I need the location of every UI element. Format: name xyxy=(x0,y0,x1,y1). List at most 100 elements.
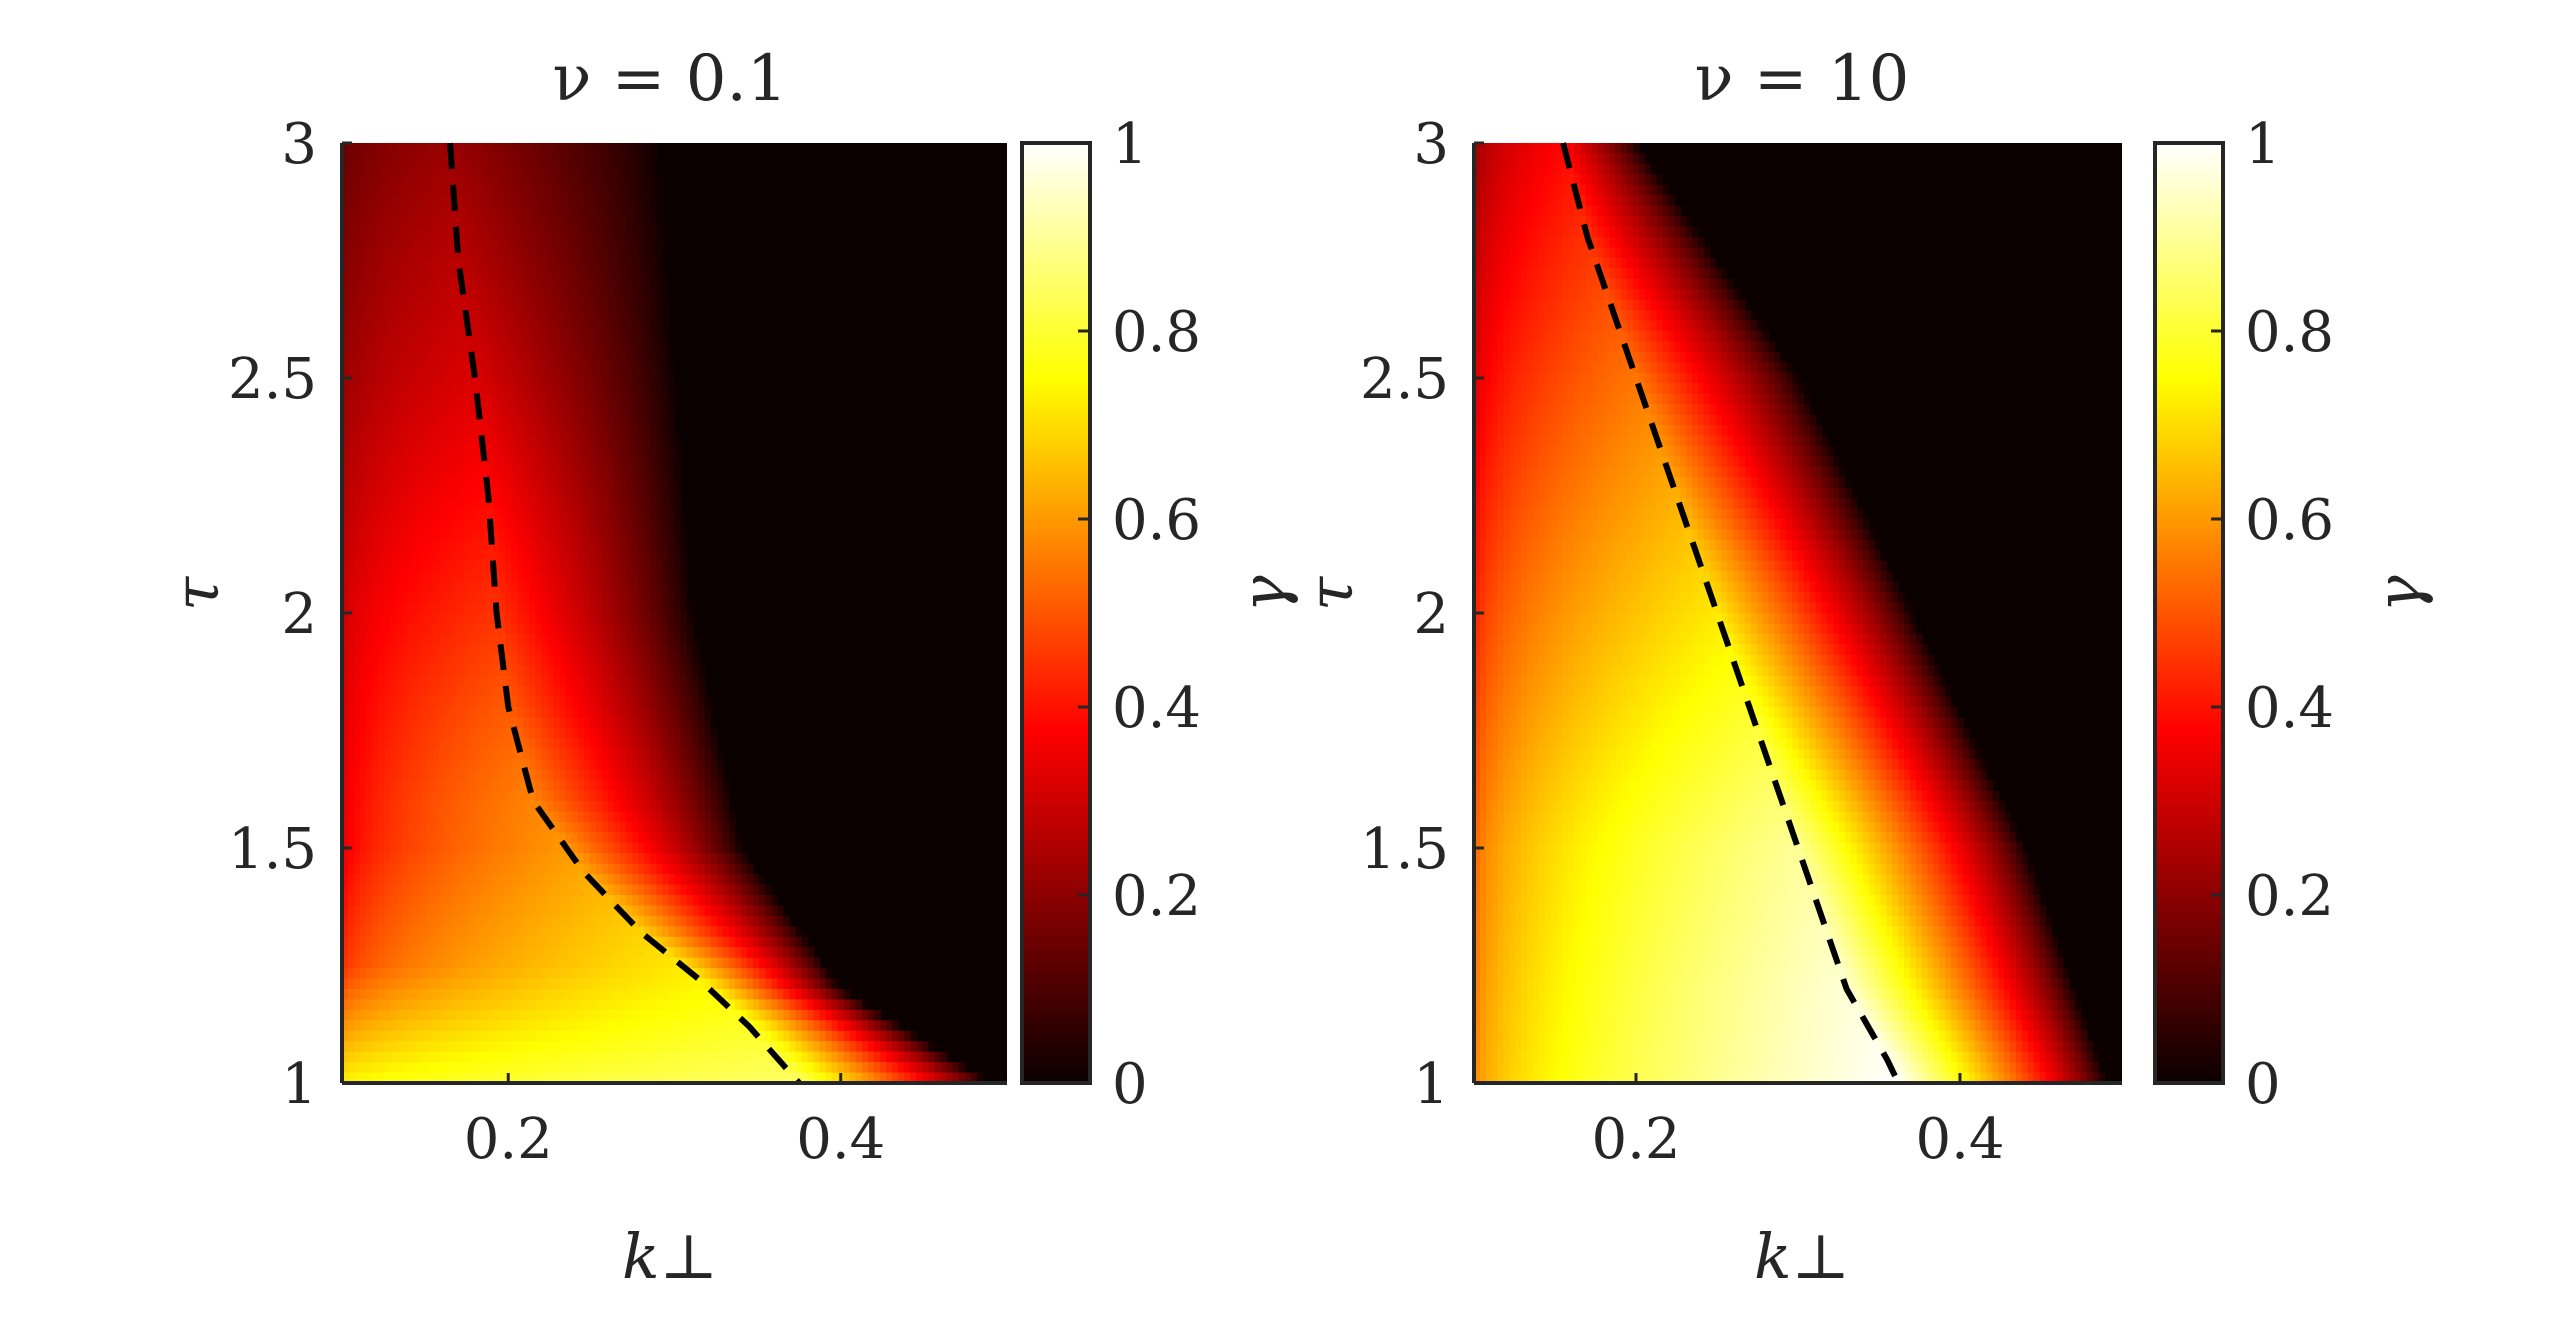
heatmap-cell xyxy=(444,299,452,311)
heatmap-cell xyxy=(414,425,422,437)
heatmap-cell xyxy=(426,748,434,761)
heatmap-cell xyxy=(668,560,676,573)
heatmap-cell xyxy=(620,195,627,207)
heatmap-cell xyxy=(626,769,633,781)
heatmap-cell xyxy=(674,738,682,750)
heatmap-cell xyxy=(614,780,621,792)
heatmap-cell xyxy=(505,341,513,353)
heatmap-cell xyxy=(583,414,591,426)
heatmap-cell xyxy=(402,268,410,280)
heatmap-cell xyxy=(426,947,434,959)
heatmap-cell xyxy=(668,529,676,541)
heatmap-cell xyxy=(456,613,464,625)
heatmap-cell xyxy=(565,351,573,364)
heatmap-cell xyxy=(577,456,585,468)
heatmap-cell xyxy=(462,393,470,405)
heatmap-cell xyxy=(354,268,361,280)
heatmap-cell xyxy=(348,999,355,1011)
heatmap-cell xyxy=(662,445,670,458)
heatmap-cell xyxy=(535,299,543,311)
heatmap-cell xyxy=(547,529,555,541)
heatmap-cell xyxy=(366,999,374,1011)
heatmap-cell xyxy=(390,790,398,802)
heatmap-cell xyxy=(565,477,573,489)
heatmap-cell xyxy=(565,863,573,875)
heatmap-cell xyxy=(541,738,549,750)
heatmap-cell xyxy=(662,393,670,405)
heatmap-cell xyxy=(668,926,676,938)
heatmap-cell xyxy=(577,915,585,928)
heatmap-cell xyxy=(632,477,640,489)
heatmap-cell xyxy=(384,278,392,291)
heatmap-cell xyxy=(680,884,688,896)
heatmap-cell xyxy=(565,748,573,761)
heatmap-cell xyxy=(408,915,416,928)
heatmap-cell xyxy=(426,832,434,844)
heatmap-cell xyxy=(354,456,361,468)
heatmap-cell xyxy=(487,978,494,990)
heatmap-cell xyxy=(601,289,609,301)
heatmap-cell xyxy=(589,456,597,468)
heatmap-cell xyxy=(626,707,633,719)
heatmap-cell xyxy=(644,268,652,280)
heatmap-cell xyxy=(589,498,597,510)
heatmap-cell xyxy=(571,999,579,1011)
heatmap-cell xyxy=(722,895,730,907)
heatmap-cell xyxy=(372,310,380,322)
heatmap-cell xyxy=(487,769,494,781)
heatmap-cell xyxy=(589,811,597,823)
heatmap-cell xyxy=(438,780,446,792)
heatmap-cell xyxy=(644,539,652,552)
heatmap-cell xyxy=(378,163,386,176)
heatmap-cell xyxy=(462,414,470,426)
heatmap-cell xyxy=(559,999,567,1011)
heatmap-cell xyxy=(468,257,476,270)
heatmap-cell xyxy=(620,508,627,520)
heatmap-cell xyxy=(511,832,519,844)
heatmap-cell xyxy=(481,425,488,437)
heatmap-cell xyxy=(384,884,392,896)
heatmap-cell xyxy=(741,874,748,886)
heatmap-cell xyxy=(342,602,349,614)
heatmap-cell xyxy=(620,759,627,771)
heatmap-cell xyxy=(577,247,585,259)
heatmap-cell xyxy=(426,895,434,907)
heatmap-cell xyxy=(517,989,525,1001)
heatmap-cell xyxy=(487,581,494,593)
heatmap-cell xyxy=(342,613,349,625)
heatmap-cell xyxy=(402,957,410,969)
heatmap-cell xyxy=(674,790,682,802)
heatmap-cell xyxy=(342,226,349,238)
heatmap-cell xyxy=(541,456,549,468)
heatmap-cell xyxy=(535,811,543,823)
heatmap-cell xyxy=(589,445,597,458)
heatmap-cell xyxy=(656,184,664,197)
heatmap-cell xyxy=(493,675,500,687)
heatmap-cell xyxy=(481,341,488,353)
heatmap-cell xyxy=(487,905,494,917)
heatmap-cell xyxy=(680,539,688,552)
heatmap-cell xyxy=(529,477,537,489)
heatmap-cell xyxy=(426,780,434,792)
heatmap-cell xyxy=(372,383,380,395)
heatmap-cell xyxy=(354,936,361,949)
heatmap-cell xyxy=(523,842,531,855)
heatmap-cell xyxy=(577,926,585,938)
heatmap-cell xyxy=(614,936,621,949)
heatmap-cell xyxy=(632,738,640,750)
heatmap-cell xyxy=(366,257,374,270)
heatmap-cell xyxy=(360,550,367,562)
heatmap-cell xyxy=(499,247,507,259)
heatmap-cell xyxy=(626,550,633,562)
heatmap-cell xyxy=(632,153,640,165)
heatmap-cell xyxy=(668,905,676,917)
heatmap-cell xyxy=(577,153,585,165)
heatmap-cell xyxy=(420,247,428,259)
heatmap-cell xyxy=(378,623,386,635)
heatmap-cell xyxy=(475,216,482,228)
heatmap-cell xyxy=(704,780,712,792)
heatmap-cell xyxy=(456,445,464,458)
heatmap-cell xyxy=(650,581,658,593)
heatmap-cell xyxy=(420,519,428,531)
heatmap-cell xyxy=(644,790,652,802)
